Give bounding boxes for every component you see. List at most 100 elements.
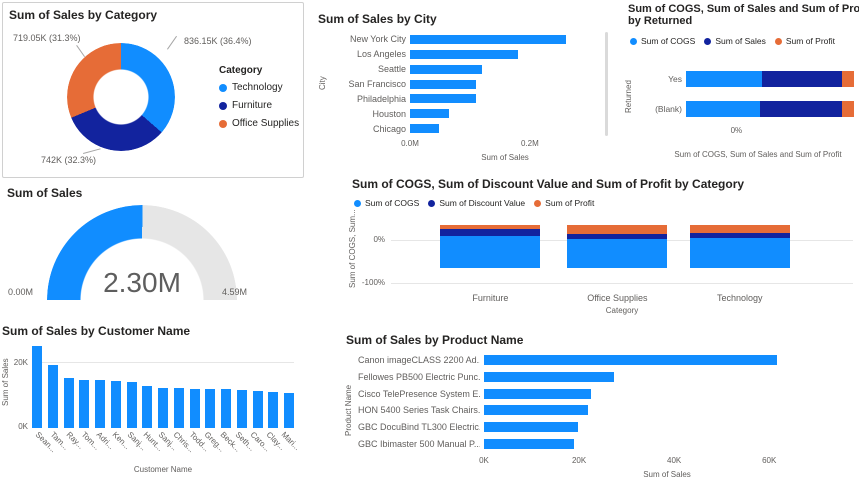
- bar[interactable]: [126, 381, 137, 428]
- gridline: [32, 362, 294, 363]
- axis-tick-label: 0%: [730, 126, 743, 135]
- legend-item[interactable]: Sum of Profit: [534, 198, 594, 208]
- bar[interactable]: [110, 381, 121, 428]
- category-label: HON 5400 Series Task Chairs...: [358, 405, 480, 416]
- legend-items: Technology Furniture Office Supplies: [219, 82, 299, 129]
- y-axis-label: City: [318, 76, 327, 90]
- bar[interactable]: [173, 388, 184, 428]
- gauge-chart[interactable]: [47, 205, 237, 300]
- category-label: Office Supplies: [587, 293, 648, 303]
- bar[interactable]: [484, 388, 592, 399]
- stacked-column[interactable]: [567, 225, 668, 268]
- chart-title: Sum of Sales: [7, 186, 83, 200]
- bar[interactable]: [32, 345, 42, 428]
- bar[interactable]: [484, 355, 777, 366]
- bar-segment[interactable]: [842, 71, 854, 87]
- category-label: Houston: [372, 108, 406, 119]
- bar[interactable]: [410, 34, 566, 44]
- bar[interactable]: [236, 390, 247, 428]
- bar[interactable]: [484, 405, 589, 416]
- legend-swatch: [354, 199, 361, 207]
- legend-item[interactable]: Sum of COGS: [354, 198, 419, 208]
- legend-item[interactable]: Sum of COGS: [630, 36, 695, 46]
- bar[interactable]: [95, 380, 105, 428]
- bar-segment[interactable]: [686, 71, 762, 87]
- bar-row: New York City: [332, 32, 600, 47]
- bar-segment[interactable]: [759, 101, 843, 117]
- legend-item[interactable]: Sum of Sales: [704, 36, 766, 46]
- legend: Sum of COGS Sum of Sales Sum of Profit: [630, 36, 844, 46]
- bar-row: San Francisco: [332, 77, 600, 92]
- scrollbar[interactable]: [605, 32, 608, 136]
- category-label: Philadelphia: [356, 93, 406, 104]
- axis-tick-label: 0K: [479, 456, 489, 465]
- bar[interactable]: [268, 392, 279, 428]
- stacked-column[interactable]: [440, 225, 541, 268]
- bar-track: [410, 94, 600, 104]
- category-label: Fellowes PB500 Electric Punc...: [358, 372, 480, 382]
- bar[interactable]: [410, 124, 440, 134]
- bar-row: GBC Ibimaster 500 Manual P...: [358, 435, 850, 452]
- legend-item[interactable]: Sum of Profit: [774, 36, 835, 46]
- legend-item[interactable]: Technology: [219, 82, 299, 93]
- bar[interactable]: [410, 49, 518, 59]
- legend-item[interactable]: Furniture: [219, 100, 299, 111]
- plot-area: Yes (Blank): [644, 64, 854, 124]
- y-axis-label: Returned: [624, 80, 633, 114]
- category-label: Canon imageCLASS 2200 Ad...: [358, 355, 480, 366]
- chart-title: Sum of COGS, Sum of Sales and Sum of Pro…: [628, 3, 859, 15]
- bar[interactable]: [142, 385, 153, 428]
- bar[interactable]: [47, 365, 58, 428]
- bar-segment[interactable]: [761, 71, 843, 87]
- legend-item[interactable]: Office Supplies: [219, 118, 299, 129]
- bar[interactable]: [252, 391, 263, 428]
- bar[interactable]: [484, 438, 575, 449]
- leader-line: [76, 45, 86, 58]
- bar-segment: [689, 232, 790, 239]
- category-label: San Francisco: [348, 79, 406, 89]
- bar[interactable]: [484, 422, 579, 433]
- bar[interactable]: [189, 388, 200, 428]
- legend-swatch: [219, 101, 227, 110]
- bar[interactable]: [79, 379, 90, 428]
- donut-chart[interactable]: [67, 43, 175, 151]
- visual-sales-by-category: Sum of Sales by Category 719.05K (31.3%)…: [2, 2, 304, 178]
- bar[interactable]: [63, 378, 74, 428]
- bar-row: (Blank): [644, 94, 854, 124]
- bar-row: Canon imageCLASS 2200 Ad...: [358, 352, 850, 369]
- x-axis-title: Sum of COGS, Sum of Sales and Sum of Pro…: [674, 150, 842, 159]
- chart-title: Sum of Sales by Category: [9, 8, 158, 22]
- axis-tick-label: 0%: [373, 235, 385, 244]
- bar[interactable]: [410, 64, 482, 74]
- x-axis-labels: Sean... Tam... Ray... Tom... Adri... Ken... Sa…: [32, 430, 302, 464]
- bar[interactable]: [410, 109, 449, 119]
- axis-tick-label: 0K: [18, 422, 28, 431]
- category-label: GBC DocuBind TL300 Electric...: [358, 422, 480, 433]
- visual-cogs-sales-profit-by-returned: Sum of COGS, Sum of Sales and Sum of Pro…: [622, 0, 859, 163]
- legend-label: Office Supplies: [232, 118, 300, 129]
- legend-swatch: [704, 37, 712, 45]
- bar[interactable]: [284, 392, 294, 428]
- bar-track: [484, 438, 850, 449]
- bar[interactable]: [484, 372, 615, 382]
- legend-item[interactable]: Sum of Discount Value: [428, 198, 525, 208]
- bar[interactable]: [410, 94, 476, 104]
- gauge-max-label: 4.59M: [222, 287, 248, 297]
- legend-label: Sum of Discount Value: [439, 198, 526, 208]
- bar-row: Chicago: [332, 121, 600, 136]
- stacked-column[interactable]: [689, 225, 790, 268]
- bar[interactable]: [221, 389, 231, 428]
- axis-tick-label: 0.0M: [401, 139, 419, 148]
- bar-row: Cisco TelePresence System E...: [358, 385, 850, 402]
- axis-tick-label: 60K: [762, 456, 777, 465]
- bar-segment[interactable]: [686, 101, 760, 117]
- chart-title: Sum of Sales by City: [318, 12, 437, 26]
- axis-tick-label: -100%: [361, 278, 385, 287]
- bar-segment[interactable]: [842, 101, 854, 117]
- bar[interactable]: [205, 389, 216, 428]
- legend-title: Category: [219, 65, 263, 76]
- plot-area: [32, 344, 294, 428]
- bar[interactable]: [410, 79, 476, 89]
- bar[interactable]: [158, 387, 168, 428]
- visual-sales-by-city: Sum of Sales by City City New York City L…: [312, 8, 612, 170]
